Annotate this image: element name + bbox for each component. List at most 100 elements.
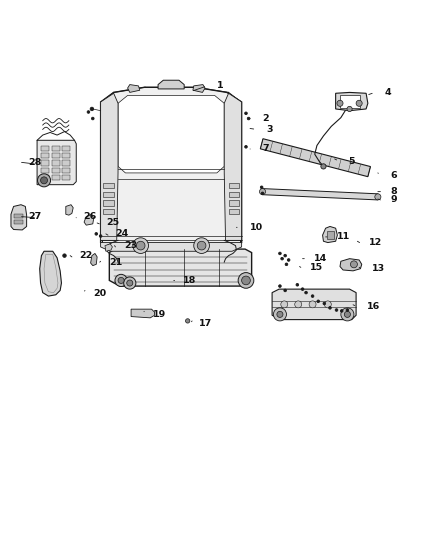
Bar: [62, 153, 70, 158]
Bar: [52, 160, 60, 166]
Circle shape: [38, 174, 50, 187]
Polygon shape: [131, 309, 155, 318]
Circle shape: [281, 257, 283, 260]
Polygon shape: [118, 95, 224, 173]
Text: 1: 1: [217, 82, 223, 91]
Circle shape: [328, 306, 331, 309]
Polygon shape: [340, 259, 362, 271]
Circle shape: [277, 311, 283, 318]
Circle shape: [340, 310, 343, 312]
Text: 11: 11: [336, 232, 350, 241]
Circle shape: [260, 186, 263, 189]
Text: 20: 20: [93, 289, 106, 298]
Circle shape: [346, 309, 349, 311]
Circle shape: [92, 117, 94, 120]
Polygon shape: [224, 93, 242, 240]
Circle shape: [279, 252, 281, 255]
Polygon shape: [105, 244, 113, 251]
Text: 16: 16: [367, 302, 380, 311]
Text: 18: 18: [184, 276, 197, 285]
Circle shape: [350, 261, 357, 268]
Circle shape: [281, 301, 288, 308]
Circle shape: [95, 232, 98, 235]
Circle shape: [305, 292, 307, 294]
Polygon shape: [91, 254, 97, 265]
Circle shape: [242, 276, 251, 285]
Polygon shape: [260, 139, 371, 176]
Text: 7: 7: [262, 144, 269, 154]
Bar: [14, 220, 23, 224]
Text: 3: 3: [266, 125, 272, 134]
Text: 13: 13: [372, 264, 385, 273]
Polygon shape: [322, 227, 337, 243]
Text: 19: 19: [153, 310, 166, 319]
Bar: [42, 168, 49, 173]
Text: 28: 28: [28, 158, 42, 166]
Text: 25: 25: [107, 219, 120, 228]
Polygon shape: [101, 243, 242, 251]
Bar: [52, 168, 60, 173]
Circle shape: [133, 238, 148, 254]
Circle shape: [99, 235, 102, 237]
Circle shape: [337, 100, 343, 107]
Bar: [52, 146, 60, 151]
Bar: [229, 183, 240, 188]
Text: 15: 15: [311, 263, 324, 272]
Circle shape: [87, 111, 90, 114]
Circle shape: [309, 301, 316, 308]
Circle shape: [261, 192, 264, 195]
Text: 17: 17: [199, 319, 213, 328]
Bar: [103, 209, 114, 214]
Polygon shape: [193, 85, 205, 92]
Circle shape: [295, 301, 302, 308]
Text: 24: 24: [116, 229, 129, 238]
Bar: [62, 175, 70, 180]
Polygon shape: [84, 214, 94, 225]
Circle shape: [273, 308, 286, 321]
Polygon shape: [37, 140, 76, 184]
Circle shape: [127, 280, 133, 286]
Circle shape: [194, 238, 209, 254]
Circle shape: [317, 300, 320, 303]
Polygon shape: [262, 189, 378, 200]
Bar: [229, 200, 240, 206]
Bar: [42, 146, 49, 151]
Circle shape: [375, 194, 381, 200]
Bar: [103, 192, 114, 197]
Circle shape: [311, 295, 314, 297]
Bar: [62, 168, 70, 173]
Text: 14: 14: [314, 254, 327, 263]
Text: 12: 12: [369, 238, 382, 247]
Polygon shape: [11, 205, 27, 230]
Polygon shape: [110, 249, 252, 286]
Circle shape: [287, 259, 290, 261]
Polygon shape: [158, 80, 184, 89]
Polygon shape: [272, 289, 356, 320]
Bar: [103, 200, 114, 206]
Circle shape: [115, 274, 127, 287]
Circle shape: [118, 277, 124, 284]
Polygon shape: [101, 87, 242, 247]
Circle shape: [347, 107, 352, 111]
Bar: [52, 153, 60, 158]
Circle shape: [247, 117, 250, 120]
Circle shape: [344, 311, 350, 318]
Bar: [42, 160, 49, 166]
Circle shape: [197, 241, 206, 250]
Text: 21: 21: [110, 257, 123, 266]
Text: 27: 27: [28, 212, 42, 221]
Circle shape: [185, 319, 190, 323]
Circle shape: [238, 272, 254, 288]
Text: 4: 4: [385, 88, 391, 97]
Text: 9: 9: [390, 196, 397, 205]
Bar: [229, 192, 240, 197]
Text: 2: 2: [262, 114, 269, 123]
Circle shape: [296, 284, 299, 286]
Text: 8: 8: [390, 187, 397, 196]
Polygon shape: [101, 93, 118, 240]
Text: 26: 26: [83, 212, 96, 221]
Bar: [52, 175, 60, 180]
Circle shape: [335, 309, 338, 311]
Text: 23: 23: [124, 241, 137, 250]
Polygon shape: [127, 85, 140, 92]
